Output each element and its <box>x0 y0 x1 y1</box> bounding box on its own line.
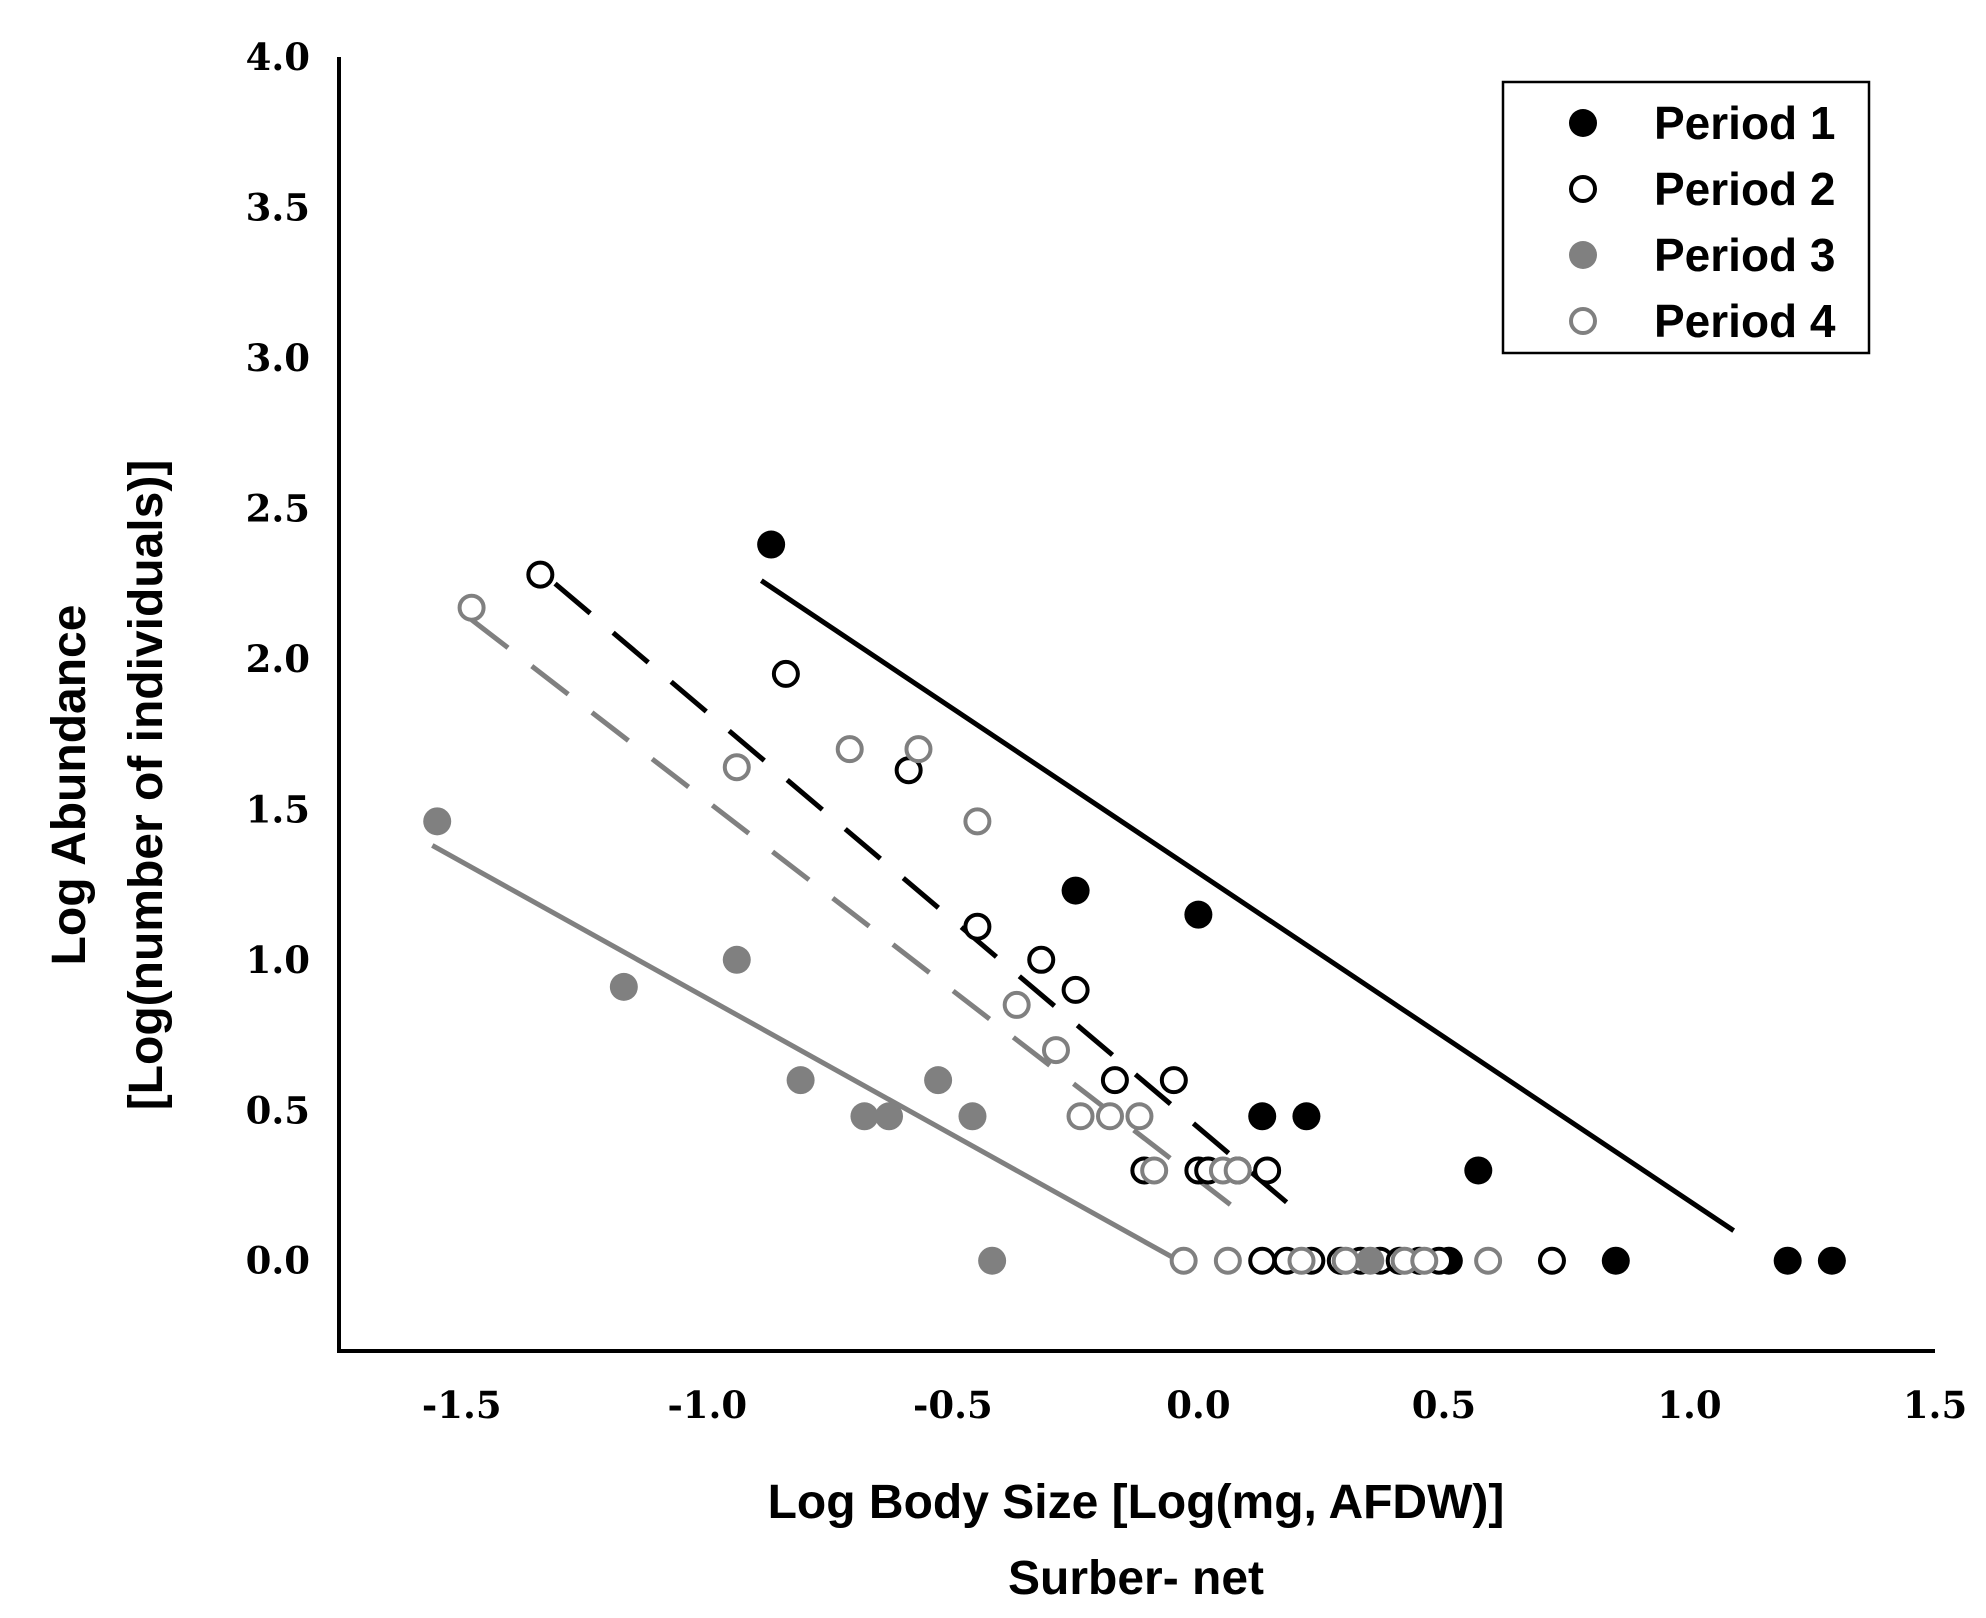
x-axis-title: Log Body Size [Log(mg, AFDW)] <box>768 1476 1505 1529</box>
plot-area <box>423 530 1846 1275</box>
data-point-period-4 <box>1169 1246 1198 1275</box>
data-point-period-4 <box>963 807 992 836</box>
legend-label: Period 4 <box>1654 295 1836 347</box>
data-point-period-4 <box>1410 1246 1439 1275</box>
x-tick-label: 1.0 <box>1657 1383 1721 1427</box>
data-point-period-4 <box>904 735 933 764</box>
y-tick-label: 3.0 <box>246 336 310 380</box>
axes <box>337 57 1935 1353</box>
y-tick-label: 3.5 <box>246 185 310 229</box>
legend-marker <box>1569 241 1597 269</box>
y-tick-label: 1.0 <box>246 938 310 982</box>
data-point-period-2 <box>1248 1246 1277 1275</box>
legend-label: Period 1 <box>1654 97 1836 149</box>
data-point-period-1 <box>1464 1156 1493 1185</box>
data-point-period-2 <box>1061 975 1090 1004</box>
legend-marker <box>1569 175 1597 203</box>
y-axis-title: Log Abundance <box>43 605 96 966</box>
data-point-period-4 <box>1041 1036 1070 1065</box>
data-point-period-2 <box>1159 1066 1188 1095</box>
data-point-period-2 <box>1537 1246 1566 1275</box>
data-point-period-3 <box>958 1102 987 1131</box>
y-tick-label: 2.0 <box>246 637 310 681</box>
data-point-period-3 <box>978 1246 1007 1275</box>
data-point-period-1 <box>1248 1102 1277 1131</box>
data-point-period-1 <box>757 530 786 559</box>
data-point-period-2 <box>963 912 992 941</box>
legend: Period 1 Period 2 Period 3 Period 4 <box>1501 80 1871 355</box>
data-point-period-1 <box>1184 900 1213 929</box>
data-point-period-3 <box>924 1066 953 1095</box>
x-tick-label: 1.5 <box>1903 1383 1967 1427</box>
y-tick-label: 0.5 <box>246 1088 310 1132</box>
data-point-period-4 <box>1002 990 1031 1019</box>
data-point-period-2 <box>526 560 555 589</box>
data-point-period-3 <box>423 807 452 836</box>
data-point-period-3 <box>786 1066 815 1095</box>
data-point-period-4 <box>1223 1156 1252 1185</box>
data-point-period-3 <box>875 1102 904 1131</box>
x-tick-label: -1.5 <box>422 1383 502 1427</box>
y-tick-label: 0.0 <box>246 1239 310 1283</box>
legend-label: Period 3 <box>1654 229 1836 281</box>
data-point-period-1 <box>1292 1102 1321 1131</box>
data-point-period-3 <box>1356 1246 1385 1275</box>
data-point-period-4 <box>1095 1102 1124 1131</box>
x-tick-label: 0.0 <box>1166 1383 1230 1427</box>
fit-line-period-3 <box>431 843 1180 1263</box>
y-tick-label: 4.0 <box>246 35 310 79</box>
data-point-period-4 <box>1066 1102 1095 1131</box>
data-point-period-2 <box>1100 1066 1129 1095</box>
data-point-period-3 <box>609 972 638 1001</box>
data-point-period-1 <box>1773 1246 1802 1275</box>
data-point-period-2 <box>1253 1156 1282 1185</box>
data-point-period-4 <box>1125 1102 1154 1131</box>
data-point-period-4 <box>1287 1246 1316 1275</box>
legend-label: Period 2 <box>1654 163 1836 215</box>
data-point-period-1 <box>1061 876 1090 905</box>
x-tick-label: -1.0 <box>667 1383 747 1427</box>
x-tick-label: 0.5 <box>1412 1383 1476 1427</box>
x-tick-labels: -1.5 -1.0 -0.5 0.0 0.5 1.0 1.5 <box>422 1383 1967 1427</box>
legend-box <box>1501 80 1871 355</box>
y-tick-labels: 0.0 0.5 1.0 1.5 2.0 2.5 3.0 3.5 4.0 <box>246 35 310 1283</box>
data-point-period-1 <box>1817 1246 1846 1275</box>
data-point-period-2 <box>1027 945 1056 974</box>
data-point-period-4 <box>722 753 751 782</box>
x-tick-label: -0.5 <box>913 1383 993 1427</box>
data-point-period-3 <box>850 1102 879 1131</box>
legend-marker <box>1569 307 1597 335</box>
data-point-period-2 <box>771 659 800 688</box>
data-point-period-4 <box>1213 1246 1242 1275</box>
fit-line-period-4 <box>470 617 1254 1224</box>
legend-marker <box>1569 109 1597 137</box>
data-point-period-4 <box>835 735 864 764</box>
y-tick-label: 1.5 <box>246 787 310 831</box>
data-point-period-1 <box>1601 1246 1630 1275</box>
data-point-period-4 <box>1331 1246 1360 1275</box>
data-point-period-4 <box>457 593 486 622</box>
fit-line-period-1 <box>759 578 1736 1233</box>
y-axis-subtitle: [Log(number of individuals)] <box>120 460 173 1111</box>
data-point-period-4 <box>1474 1246 1503 1275</box>
x-axis-subtitle: Surber- net <box>1008 1552 1264 1605</box>
data-point-period-4 <box>1140 1156 1169 1185</box>
fit-line-period-2 <box>553 581 1294 1209</box>
data-point-period-3 <box>722 945 751 974</box>
y-tick-label: 2.5 <box>246 486 310 530</box>
